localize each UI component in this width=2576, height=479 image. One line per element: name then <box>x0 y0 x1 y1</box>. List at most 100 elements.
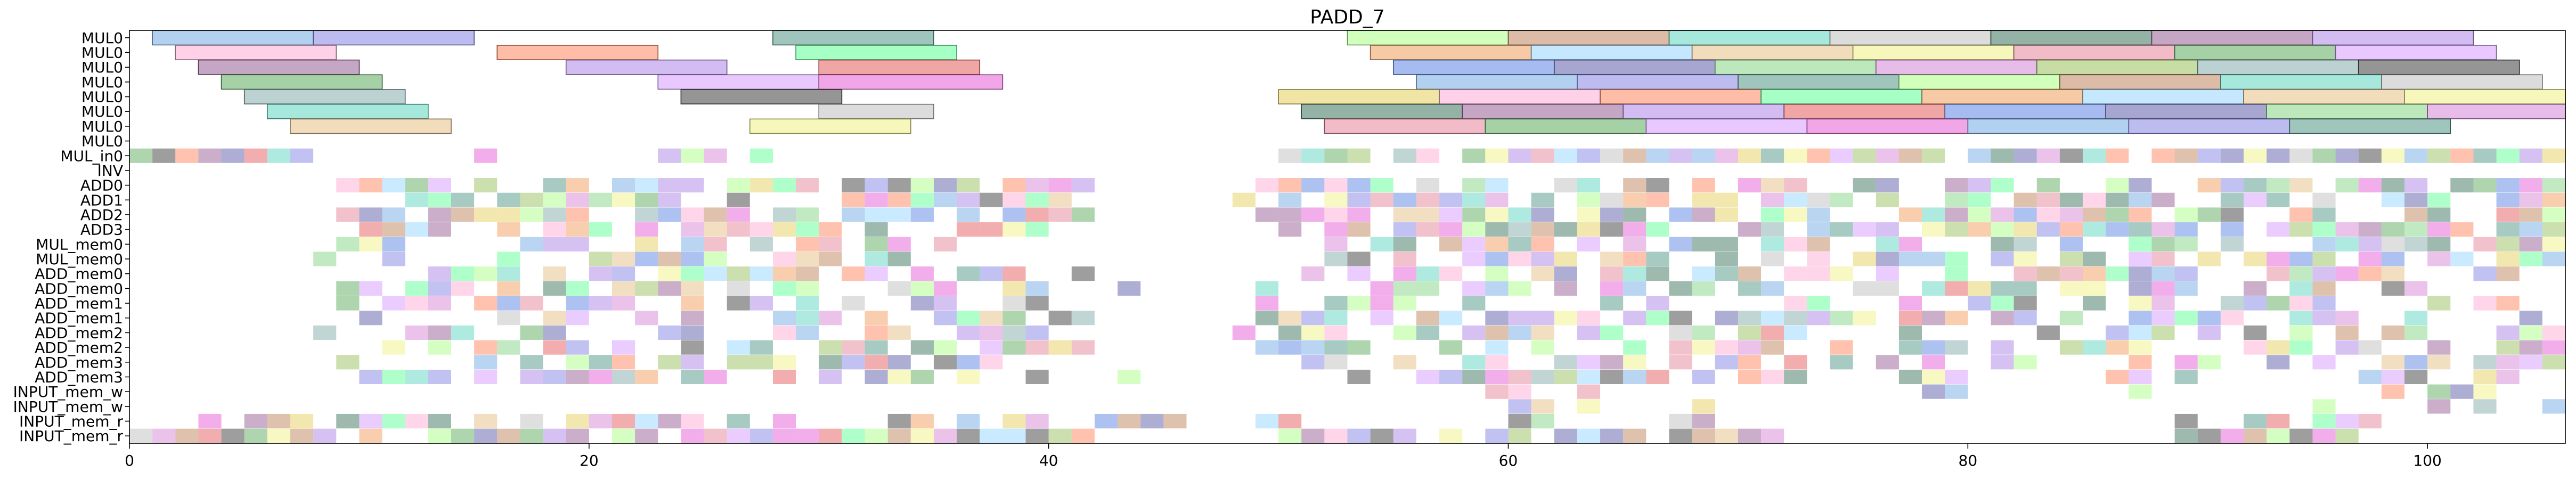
task-bar <box>1876 251 1899 266</box>
task-bar <box>1945 266 1968 281</box>
task-bar <box>2197 355 2221 370</box>
task-bar <box>1898 325 1922 340</box>
task-bar <box>1715 237 1738 251</box>
task-bar <box>2335 325 2359 340</box>
task-bar <box>2036 325 2060 340</box>
task-bar <box>1531 148 1554 163</box>
task-bar <box>842 428 865 443</box>
task-bar <box>980 355 1003 370</box>
task-bar <box>1715 192 1738 207</box>
task-bar <box>727 207 750 222</box>
task-bar <box>1623 281 1646 296</box>
task-bar <box>1025 192 1049 207</box>
task-bar <box>2059 222 2083 237</box>
task-bar <box>1692 192 1715 207</box>
task-bar <box>612 369 635 385</box>
task-bar <box>1002 207 1026 222</box>
task-bar <box>1991 178 2014 193</box>
task-bar <box>1255 340 1279 355</box>
task-bar <box>566 281 589 296</box>
task-bar <box>1991 207 2014 222</box>
task-bar <box>267 103 429 119</box>
task-bar <box>957 325 980 340</box>
task-bar <box>1002 192 1026 207</box>
task-bar <box>1393 222 1416 237</box>
task-bar <box>865 325 888 340</box>
task-bar <box>2151 251 2175 266</box>
task-bar <box>887 355 911 370</box>
task-bar <box>497 222 520 237</box>
task-bar <box>336 207 360 222</box>
task-bar <box>1991 355 2014 370</box>
task-bar <box>865 266 888 281</box>
task-bar <box>772 222 796 237</box>
task-bar <box>2289 207 2313 222</box>
task-bar <box>1922 369 1945 385</box>
task-bar <box>1071 428 1095 443</box>
task-bar <box>2542 355 2565 370</box>
task-bar <box>198 59 360 75</box>
chart-title: PADD_7 <box>1310 6 1384 28</box>
task-bar <box>2059 192 2083 207</box>
task-bar <box>2381 325 2405 340</box>
task-bar <box>1922 222 1945 237</box>
task-bar <box>1669 148 1692 163</box>
task-bar <box>497 207 520 222</box>
task-bar <box>796 207 819 222</box>
task-bar <box>818 103 934 119</box>
task-bar <box>2312 413 2336 429</box>
y-tick-label: ADD_mem0 <box>35 280 123 297</box>
task-bar <box>1347 222 1371 237</box>
task-bar <box>1439 311 1463 326</box>
task-bar <box>2358 178 2382 193</box>
task-bar <box>405 369 428 385</box>
task-bar <box>474 369 498 385</box>
task-bar <box>1944 103 2106 119</box>
task-bar <box>2174 207 2198 222</box>
task-bar <box>589 222 612 237</box>
task-bar <box>1784 325 1807 340</box>
task-bar <box>1738 428 1762 443</box>
task-bar <box>1508 384 1531 399</box>
task-bar <box>2059 148 2083 163</box>
task-bar <box>612 355 635 370</box>
task-bar <box>1553 59 1716 75</box>
task-bar <box>565 59 728 75</box>
task-bar <box>2496 207 2520 222</box>
task-bar <box>1691 45 1854 60</box>
task-bar <box>267 428 290 443</box>
task-bar <box>1738 355 1762 370</box>
task-bar <box>796 311 819 326</box>
task-bar <box>2473 369 2497 385</box>
task-bar <box>842 266 865 281</box>
task-bar <box>2519 207 2542 222</box>
task-bar <box>1071 266 1095 281</box>
task-bar <box>2059 311 2083 326</box>
task-bar <box>2174 355 2198 370</box>
task-bar <box>1738 311 1762 326</box>
task-bar <box>1784 311 1807 326</box>
task-bar <box>1738 281 1762 296</box>
task-bar <box>1094 413 1118 429</box>
task-bar <box>1370 178 1393 193</box>
task-bar <box>1485 178 1509 193</box>
task-bar <box>1301 148 1325 163</box>
task-bar <box>2312 296 2336 311</box>
task-bar <box>566 369 589 385</box>
task-bar <box>2059 251 2083 266</box>
task-bar <box>2542 340 2565 355</box>
task-bar <box>1806 118 1969 134</box>
task-bar <box>658 325 681 340</box>
task-bar <box>1623 207 1646 222</box>
task-bar <box>1278 413 1302 429</box>
task-bar <box>2220 237 2244 251</box>
task-bar <box>1945 192 1968 207</box>
task-bar <box>887 178 911 193</box>
task-bar <box>1255 413 1279 429</box>
y-tick-label: MUL_in0 <box>60 147 123 165</box>
task-bar <box>658 266 681 281</box>
task-bar <box>382 237 405 251</box>
task-bar <box>1577 207 1601 222</box>
task-bar <box>1600 207 1624 222</box>
task-bar <box>2036 192 2060 207</box>
